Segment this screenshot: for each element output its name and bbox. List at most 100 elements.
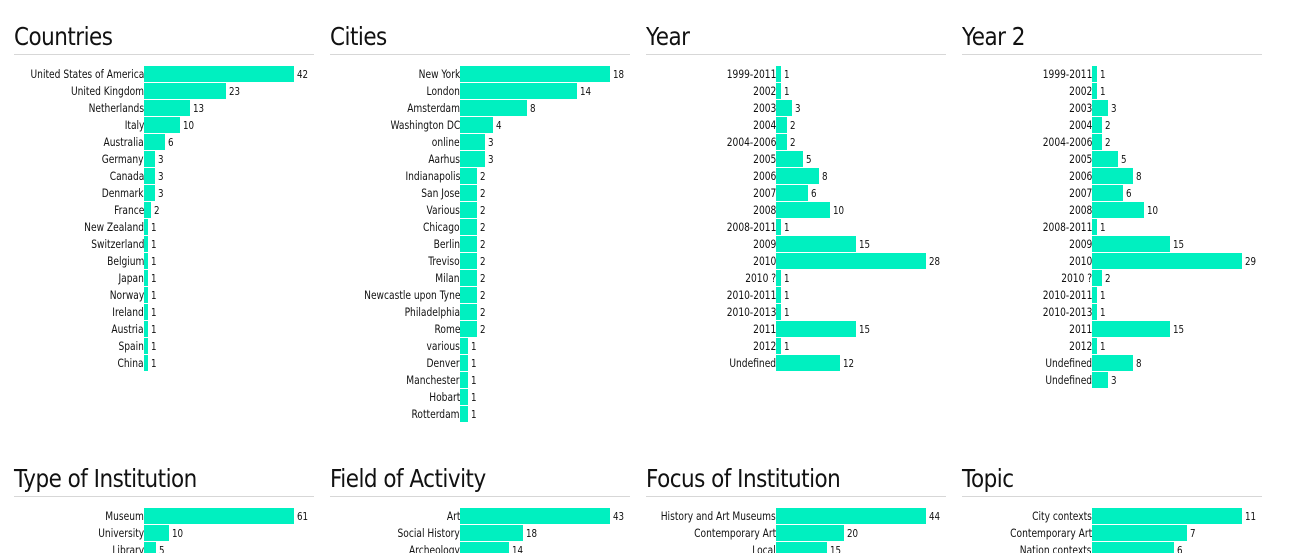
bar [144, 66, 294, 82]
bar [460, 168, 477, 184]
category-label: Treviso [428, 254, 460, 268]
bar-row-1999-2011: 1999-2011 1 [962, 66, 1262, 83]
bar-row-canada: Canada 3 [14, 168, 314, 185]
value-label: 8 [822, 170, 828, 183]
value-label: 6 [1177, 544, 1183, 553]
bar-row-undefined: Undefined 12 [646, 355, 946, 372]
bar-row-contemporary-art: Contemporary Art 20 [646, 525, 946, 542]
value-label: 1 [1100, 221, 1106, 234]
bar-row-various: Various 2 [330, 202, 630, 219]
value-label: 29 [1245, 255, 1257, 268]
value-label: 1 [151, 238, 157, 251]
category-label: 2003 [752, 101, 776, 115]
bar [776, 338, 781, 354]
category-label: Switzerland [90, 237, 144, 251]
bar [460, 525, 523, 541]
bar-row-denver: Denver 1 [330, 355, 630, 372]
bar [776, 542, 827, 553]
bar-row-2006: 2006 8 [646, 168, 946, 185]
category-label: Contemporary Art [694, 526, 776, 540]
category-label: Rotterdam [412, 407, 460, 421]
value-label: 6 [811, 187, 817, 200]
bar-row-2010: 2010 ? 2 [962, 270, 1262, 287]
bar-row-2011: 2011 15 [962, 321, 1262, 338]
bar-row-2010-2011: 2010-2011 1 [962, 287, 1262, 304]
bar-row-2004: 2004 2 [646, 117, 946, 134]
value-label: 1 [471, 340, 477, 353]
bar [144, 525, 169, 541]
category-label: University [98, 526, 144, 540]
bar-row-amsterdam: Amsterdam 8 [330, 100, 630, 117]
category-label: Japan [118, 271, 144, 285]
bar [144, 185, 155, 201]
bar-row-2003: 2003 3 [962, 100, 1262, 117]
category-label: 2010-2011 [1042, 288, 1092, 302]
category-label: various [426, 339, 460, 353]
bar [460, 304, 477, 320]
bar [776, 151, 803, 167]
bar-rows: United States of America 42 United Kingdom… [14, 66, 314, 372]
value-label: 5 [1121, 153, 1127, 166]
bar-row-archeology: Archeology 14 [330, 542, 630, 553]
category-label: 2010 [1068, 254, 1092, 268]
bar-rows: History and Art Museums 44 Contemporary Ar… [646, 508, 946, 553]
bar-row-belgium: Belgium 1 [14, 253, 314, 270]
category-label: Hobart [428, 390, 460, 404]
bar [1092, 66, 1097, 82]
bar [1092, 117, 1102, 133]
category-label: Philadelphia [404, 305, 460, 319]
bar [460, 253, 477, 269]
value-label: 10 [183, 119, 195, 132]
category-label: 2010-2013 [726, 305, 776, 319]
title-divider [646, 54, 946, 55]
bar [460, 338, 468, 354]
bar-row-2008: 2008 10 [646, 202, 946, 219]
value-label: 2 [480, 238, 486, 251]
value-label: 11 [1245, 510, 1257, 523]
bar [776, 270, 781, 286]
chart-title: Topic [962, 464, 1014, 493]
bar-row-2005: 2005 5 [962, 151, 1262, 168]
category-label: Australia [103, 135, 144, 149]
chart-title: Type of Institution [14, 464, 197, 493]
chart-title: Countries [14, 22, 113, 51]
category-label: Chicago [423, 220, 460, 234]
category-label: Contemporary Art [1010, 526, 1092, 540]
value-label: 8 [1136, 170, 1142, 183]
bar [460, 202, 477, 218]
category-label: London [426, 84, 460, 98]
category-label: 2012 [1068, 339, 1092, 353]
value-label: 15 [830, 544, 842, 553]
bar [1092, 134, 1102, 150]
category-label: China [117, 356, 144, 370]
bar-row-2008: 2008 10 [962, 202, 1262, 219]
category-label: Indianapolis [405, 169, 460, 183]
category-label: Local [752, 543, 776, 553]
category-label: Undefined [729, 356, 776, 370]
bar-row-2002: 2002 1 [646, 83, 946, 100]
category-label: France [113, 203, 144, 217]
title-divider [14, 54, 314, 55]
bar [1092, 202, 1144, 218]
bar [1092, 372, 1108, 388]
bar-row-2005: 2005 5 [646, 151, 946, 168]
value-label: 1 [151, 357, 157, 370]
value-label: 2 [480, 170, 486, 183]
value-label: 1 [471, 374, 477, 387]
chart-panel-field-of-activity: Field of Activity Art 43 Social History 18 Ar… [330, 462, 630, 553]
value-label: 3 [488, 136, 494, 149]
value-label: 1 [1100, 289, 1106, 302]
bar [144, 508, 294, 524]
bar [144, 100, 190, 116]
title-divider [962, 496, 1262, 497]
category-label: Italy [124, 118, 144, 132]
bar [460, 117, 493, 133]
bar-row-various: various 1 [330, 338, 630, 355]
bar-row-local: Local 15 [646, 542, 946, 553]
bar [776, 134, 787, 150]
chart-title: Field of Activity [330, 464, 486, 493]
value-label: 42 [297, 68, 309, 81]
bar [460, 151, 485, 167]
category-label: San Jose [421, 186, 460, 200]
value-label: 43 [613, 510, 625, 523]
